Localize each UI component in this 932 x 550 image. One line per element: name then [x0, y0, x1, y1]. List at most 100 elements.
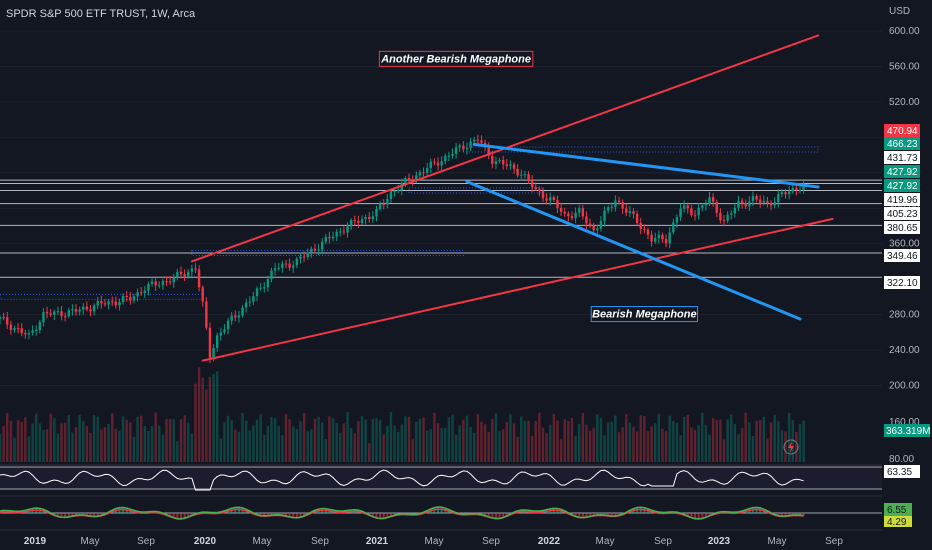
volume-bar [111, 413, 114, 462]
candle-body [219, 332, 223, 336]
candle-body [802, 184, 805, 190]
candle-body [523, 174, 527, 176]
macd-histogram-bar [266, 513, 269, 516]
candle-body [129, 296, 132, 301]
macd-histogram-bar [599, 513, 602, 515]
time-tick-label: May [425, 536, 444, 547]
volume-bar [664, 430, 668, 462]
macd-histogram-bar [777, 513, 780, 516]
volume-bar [458, 425, 461, 462]
volume-bar [711, 417, 715, 462]
volume-bar [740, 428, 744, 462]
volume-bar [744, 412, 747, 462]
time-tick-label: 2023 [708, 536, 731, 547]
candle-body [16, 328, 20, 330]
price-badge-label: 431.73 [887, 153, 918, 164]
candle-body [682, 205, 686, 209]
candle-body [82, 306, 85, 310]
candle-body [603, 210, 606, 222]
macd-histogram-bar [755, 507, 758, 513]
candle-body [252, 296, 255, 302]
volume-bar [223, 422, 226, 462]
candle-body [382, 204, 385, 206]
time-tick-label: 2020 [194, 536, 217, 547]
lightning-icon[interactable] [783, 439, 799, 455]
time-tick-label: 2022 [538, 536, 561, 547]
volume-bar [38, 423, 42, 462]
volume-bar [165, 418, 168, 462]
volume-bar [780, 430, 784, 462]
candle-body [704, 203, 708, 206]
macd-badge [884, 516, 912, 527]
candle-body [190, 268, 194, 272]
candle-body [241, 307, 244, 316]
macd-histogram-bar [574, 513, 577, 517]
volume-bar [599, 417, 603, 462]
candle-body [143, 290, 146, 294]
candle-body [320, 241, 324, 250]
candle-body [686, 205, 689, 209]
volume-bar [179, 419, 183, 462]
candle-body [179, 271, 183, 275]
candle-body [628, 211, 632, 213]
time-axis[interactable]: 2019 May Sep 2020 May Sep 2021 May Sep 2022 May Sep… [0, 529, 882, 547]
volume-bar [722, 439, 726, 462]
candle-body [103, 303, 107, 305]
time-tick-label: May [253, 536, 272, 547]
candle-body [118, 302, 121, 306]
volume-bar [74, 426, 78, 462]
candle-body [324, 236, 327, 242]
volume-bar [400, 424, 404, 462]
volume-bar [24, 417, 27, 462]
candle-body [212, 347, 215, 358]
volume-bar [295, 429, 299, 462]
candle-body [248, 301, 251, 303]
trendlines[interactable] [190, 34, 834, 362]
volume-bar [56, 433, 60, 462]
volume-bar [693, 430, 697, 462]
volume-bar [787, 412, 791, 462]
candle-body [292, 265, 295, 268]
candle-body [791, 188, 794, 192]
volume-bar [701, 412, 704, 462]
macd-histogram-bar [187, 513, 190, 518]
volume-bar [277, 425, 280, 462]
candle-body [313, 248, 317, 251]
candle-body [787, 191, 791, 195]
candle-body [491, 155, 494, 165]
candle-body [284, 263, 288, 265]
volume-bar [107, 424, 110, 462]
volume-bar [606, 422, 610, 462]
candle-body [194, 268, 197, 270]
annotations[interactable]: Another Bearish Megaphone Bearish Megapho… [378, 50, 699, 323]
volume-bar [53, 418, 56, 462]
volume-tick-label: 80.00 [889, 454, 914, 465]
volume-bar [136, 416, 139, 462]
dotted-zone [191, 250, 464, 257]
lower-red-line [201, 217, 834, 362]
macd-histogram-bar [299, 513, 302, 518]
volume-bar [371, 418, 375, 462]
candle-body [71, 309, 74, 311]
candle-body [538, 189, 541, 192]
volume-bar [563, 419, 566, 462]
chart-title: SPDR S&P 500 ETF TRUST, 1W, Arca [6, 8, 196, 20]
candle-body [643, 228, 646, 230]
price-badge-label: 427.92 [887, 167, 918, 178]
rsi-badge [884, 465, 920, 478]
candle-body [172, 277, 175, 283]
candle-body [755, 196, 758, 200]
macd-histogram-bar [172, 513, 175, 518]
price-badge [884, 193, 920, 206]
candle-body [701, 205, 704, 208]
volume-bar [310, 429, 313, 462]
candle-body [737, 200, 740, 208]
volume-bar [349, 428, 353, 462]
price-badge [884, 276, 920, 289]
macd-histogram-bar [686, 513, 689, 517]
price-axis[interactable]: 200.00240.00280.00360.00400.00440.00480.… [884, 26, 930, 465]
volume-bar [31, 423, 34, 462]
volume-bar [447, 417, 451, 462]
